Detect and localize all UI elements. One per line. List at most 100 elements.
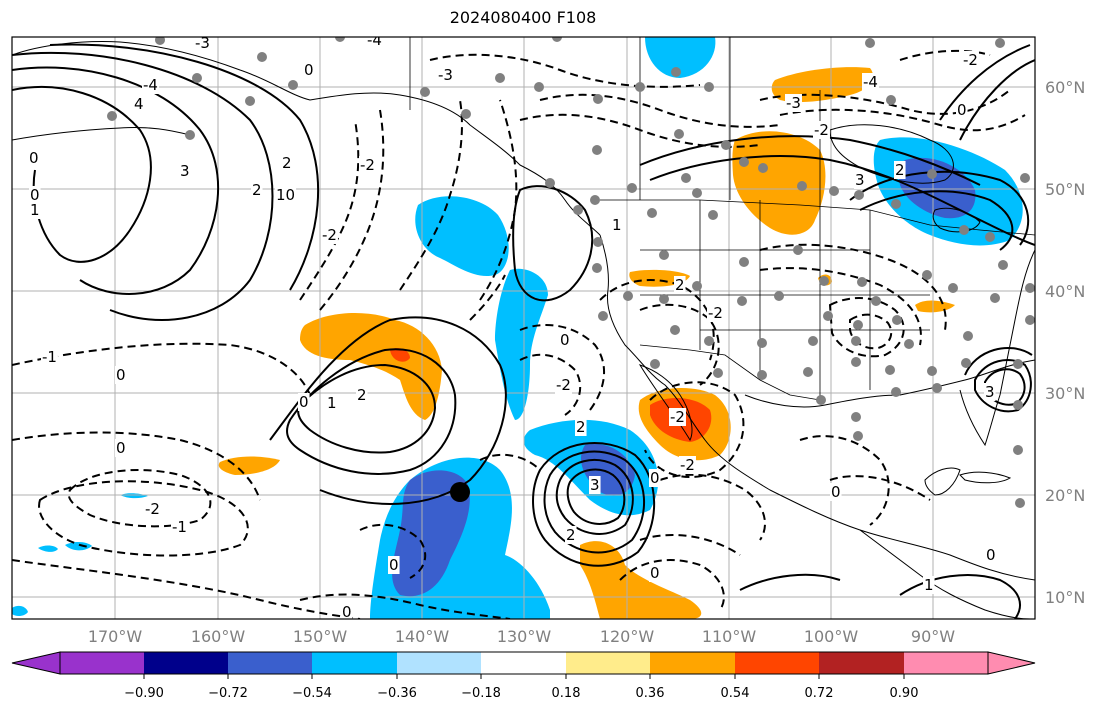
contour-dashed-32	[479, 453, 541, 471]
contour-subtropical-high-2	[297, 363, 437, 454]
contour-canada-2	[639, 135, 981, 186]
lon-label-150w: 150°W	[293, 627, 348, 646]
contour-label-bg	[28, 149, 40, 167]
colorbar-bin	[904, 652, 988, 674]
aleutians	[12, 127, 191, 141]
contour-tc-low-3	[543, 450, 645, 554]
contour-label: -2	[708, 304, 723, 322]
colorbar-tick-label: −0.18	[461, 686, 501, 701]
contour-label-bg	[144, 500, 161, 518]
negative-region-small-3	[12, 605, 28, 617]
contour-label: -2	[814, 121, 829, 139]
contour-label-bg	[575, 418, 587, 436]
contour-label-bg	[303, 61, 315, 79]
contour-label-bg	[281, 154, 293, 172]
latitude-labels: 60°N 50°N 40°N 30°N 20°N 10°N	[1045, 78, 1085, 607]
contour-dashed-7	[319, 109, 385, 311]
lat-label-30n: 30°N	[1045, 384, 1085, 403]
contour-ne-high-2	[959, 59, 1035, 141]
hudson-bay	[829, 124, 954, 184]
lon-label-130w: 130°W	[497, 627, 552, 646]
contour-dashed-26	[429, 53, 701, 88]
colorbar-tick-label: 0.36	[636, 686, 665, 701]
colorbar-tick-label: 0.18	[552, 686, 581, 701]
contour-label-bg	[29, 201, 41, 219]
contour-dashed-1	[12, 342, 311, 396]
contour-dashed-17	[639, 534, 741, 556]
contour-dashed-6	[299, 119, 360, 301]
colorbar-bin	[735, 652, 819, 674]
contour-tc-low-4	[532, 442, 656, 567]
contour-label-bg	[275, 186, 297, 204]
contour-label: -2	[670, 408, 685, 426]
contour-coast-ridge	[512, 185, 594, 302]
contour-canada-3	[859, 190, 1014, 251]
yucatan	[924, 467, 961, 496]
negative-region-small-4	[65, 542, 92, 551]
contour-label: 0	[986, 546, 996, 564]
contour-canada-4	[849, 170, 1030, 246]
contour-label-bg	[611, 216, 623, 234]
storm-center-marker	[450, 482, 470, 502]
contour-label: -2	[963, 51, 978, 69]
contour-label: 0	[29, 149, 39, 167]
negative-region-alaska-south	[645, 37, 716, 78]
map-frame	[11, 36, 1036, 620]
contour-label: -3	[786, 94, 801, 112]
contour-label: -4	[367, 31, 382, 49]
negative-region-small-1	[38, 545, 58, 552]
contour-dashed-23	[829, 475, 931, 501]
dashed-contours	[12, 49, 1026, 619]
contour-label: 3	[985, 383, 995, 401]
contour-mexico-pacific	[739, 573, 841, 591]
contour-label: 0	[304, 61, 314, 79]
colorbar-bin	[60, 652, 144, 674]
contour-label: 0	[831, 483, 841, 501]
contour-dashed-3	[67, 469, 212, 528]
contour-label-bg	[785, 94, 802, 112]
contour-dashed-11	[519, 324, 606, 411]
contour-label-bg	[341, 603, 353, 619]
contour-label: -1	[42, 348, 57, 366]
contour-dashed-20	[828, 297, 905, 358]
lat-label-50n: 50°N	[1045, 180, 1085, 199]
contour-label: 4	[134, 95, 144, 113]
contour-label: 1	[30, 201, 40, 219]
contour-dashed-5	[12, 559, 361, 619]
station-markers	[107, 37, 1035, 508]
lon-label-140w: 140°W	[395, 627, 450, 646]
contour-label-bg	[437, 66, 454, 84]
colorbar-tick-label: −0.72	[208, 686, 248, 701]
lon-label-170w: 170°W	[88, 627, 143, 646]
lon-label-160w: 160°W	[191, 627, 246, 646]
colorbar-tick-label: 0.90	[890, 686, 919, 701]
contour-label: 0	[650, 564, 660, 582]
contour-label: -4	[143, 76, 158, 94]
alaska-coast	[12, 41, 601, 236]
contour-atlantic-3	[964, 346, 1033, 376]
contour-label-bg	[555, 376, 572, 394]
contour-ne-pacific-high-1	[12, 86, 152, 263]
cuba	[959, 471, 1012, 484]
contour-label-bg	[298, 393, 310, 411]
negative-region-coast	[495, 268, 548, 420]
contour-label: 0	[299, 393, 309, 411]
contour-label-bg	[649, 564, 661, 582]
contour-label: -2	[680, 456, 695, 474]
east-coast	[999, 249, 1035, 396]
contour-dashed-2	[12, 431, 261, 501]
contour-label: 0	[342, 603, 352, 621]
contour-label-bg	[830, 483, 842, 501]
solid-contours	[12, 43, 1035, 619]
lat-label-40n: 40°N	[1045, 282, 1085, 301]
contour-label: 2	[357, 386, 367, 404]
colorbar-bin	[566, 652, 650, 674]
contour-label-bg	[669, 408, 686, 426]
contour-label-bg	[171, 518, 188, 536]
lon-label-90w: 90°W	[911, 627, 955, 646]
contour-label-bg	[674, 276, 686, 294]
colorbar-bin	[819, 652, 904, 674]
us-mexico-border	[639, 344, 821, 401]
contour-dashed-24	[539, 93, 781, 128]
negative-region-pacific-north	[415, 196, 509, 277]
